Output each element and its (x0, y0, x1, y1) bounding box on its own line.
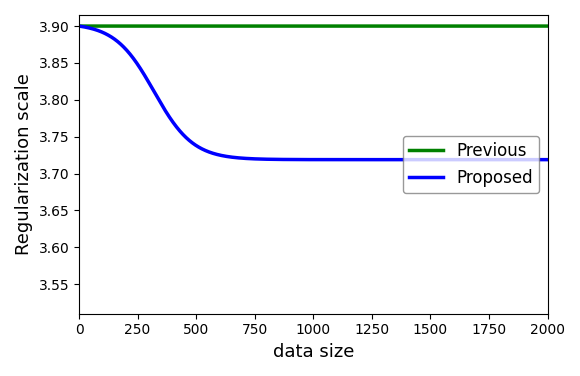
Previous (157, 24, 164, 28)
Proposed (157, 100, 164, 105)
Previous (535, 24, 542, 28)
Proposed (75, 24, 82, 28)
Previous (75, 24, 82, 28)
Proposed (276, 157, 282, 162)
X-axis label: data size: data size (273, 343, 354, 361)
Proposed (535, 158, 542, 162)
Line: Proposed: Proposed (79, 26, 548, 160)
Proposed (544, 158, 551, 162)
Previous (255, 24, 262, 28)
Previous (484, 24, 491, 28)
Previous (276, 24, 282, 28)
Proposed (255, 157, 262, 161)
Y-axis label: Regularization scale: Regularization scale (15, 73, 33, 255)
Legend: Previous, Proposed: Previous, Proposed (403, 135, 539, 193)
Proposed (484, 158, 491, 162)
Previous (129, 24, 136, 28)
Proposed (129, 55, 136, 59)
Previous (544, 24, 551, 28)
